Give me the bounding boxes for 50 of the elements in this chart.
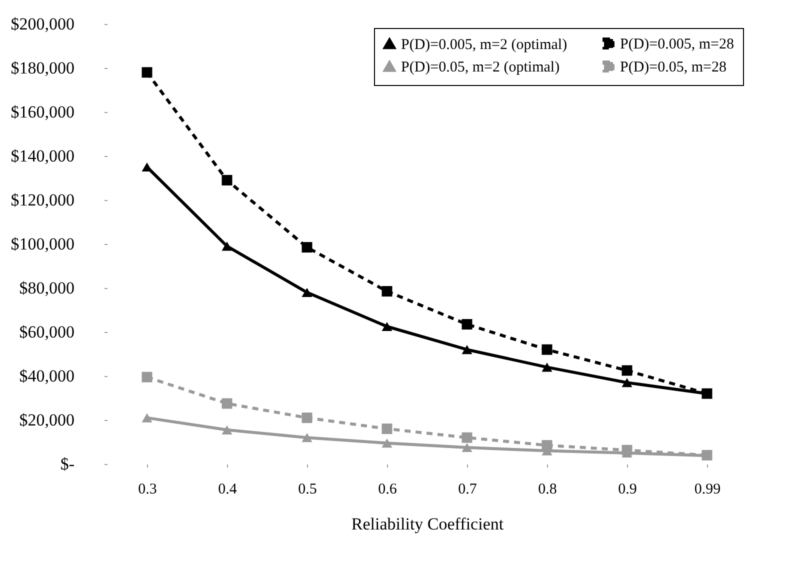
point bbox=[142, 372, 152, 382]
y-tick-label: $120,000 bbox=[10, 190, 74, 210]
point bbox=[462, 345, 472, 354]
point bbox=[622, 444, 632, 456]
point bbox=[542, 344, 552, 355]
legend-label: P(D)=0.005, m=2 (optimal) bbox=[401, 36, 568, 53]
legend-label: P(D)=0.05, m=28 bbox=[620, 60, 727, 76]
point bbox=[382, 286, 392, 297]
y-tick-label: $160,000 bbox=[10, 102, 74, 122]
point bbox=[382, 322, 392, 332]
point bbox=[302, 288, 312, 297]
y-tick-label: $20,000 bbox=[19, 410, 74, 430]
point bbox=[142, 413, 152, 422]
point bbox=[382, 424, 392, 434]
y-tick-label: $100,000 bbox=[10, 234, 74, 254]
point bbox=[222, 425, 232, 434]
point bbox=[222, 174, 232, 186]
x-tick-label: 0.8 bbox=[538, 482, 557, 498]
point bbox=[302, 242, 312, 253]
y-tick-label: $140,000 bbox=[10, 146, 74, 166]
point bbox=[222, 398, 232, 409]
x-tick-label: 0.99 bbox=[694, 482, 721, 498]
point bbox=[302, 412, 312, 424]
x-axis-title: Reliability Coefficient bbox=[351, 514, 504, 534]
point bbox=[382, 438, 392, 448]
point bbox=[142, 162, 152, 172]
x-tick-label: 0.6 bbox=[378, 482, 398, 498]
y-tick-label: $200,000 bbox=[10, 14, 74, 34]
point bbox=[542, 440, 552, 451]
x-tick-label: 0.4 bbox=[218, 482, 238, 498]
point bbox=[462, 319, 472, 330]
point bbox=[622, 378, 632, 388]
point bbox=[622, 365, 632, 376]
legend-label: P(D)=0.05, m=2 (optimal) bbox=[401, 60, 560, 76]
x-tick-label: 0.5 bbox=[298, 482, 317, 498]
point bbox=[462, 432, 472, 443]
y-tick-label: $- bbox=[60, 454, 75, 474]
point bbox=[462, 442, 472, 452]
point bbox=[302, 433, 312, 442]
x-tick-label: 0.7 bbox=[458, 482, 478, 498]
point bbox=[142, 67, 152, 78]
x-tick-label: 0.3 bbox=[138, 482, 157, 498]
y-tick-label: $40,000 bbox=[19, 366, 74, 386]
y-tick-label: $80,000 bbox=[19, 278, 74, 298]
y-tick-label: $60,000 bbox=[19, 322, 74, 342]
x-tick-label: 0.9 bbox=[618, 482, 637, 498]
point bbox=[222, 242, 232, 251]
point bbox=[542, 362, 552, 372]
legend-label: P(D)=0.005, m=28 bbox=[620, 36, 734, 53]
y-tick-label: $180,000 bbox=[10, 58, 74, 78]
